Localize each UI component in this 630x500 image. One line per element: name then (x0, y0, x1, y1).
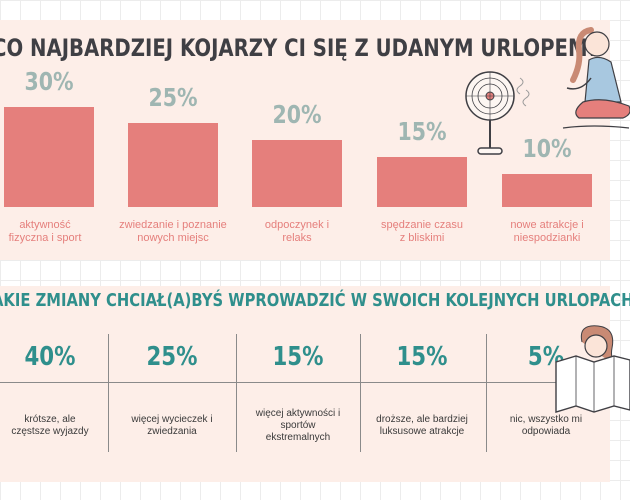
bar-value-label: 25% (148, 83, 198, 113)
bar-value-label: 15% (397, 116, 447, 146)
section2-title: akie zmiany chciał(a)byś wprowadzić w sw… (0, 290, 630, 311)
table-value: 15% (396, 342, 448, 372)
bar (128, 123, 218, 207)
table-label: nic, wszystko mi odpowiada (509, 414, 583, 437)
table-value: 40% (24, 342, 76, 372)
bar (502, 173, 592, 207)
table-value: 15% (272, 342, 324, 372)
table-column-divider (360, 334, 361, 452)
table-value: 25% (146, 342, 198, 372)
section2-panel (0, 286, 610, 482)
category-label: aktywność fizyczna i sport (8, 219, 82, 244)
bar-value-label: 10% (522, 133, 572, 163)
table-label: droższe, ale bardziej luksusowe atrakcje (376, 414, 468, 437)
bar (4, 106, 94, 207)
table-label: krótsze, ale częstsze wyjazdy (11, 414, 89, 437)
table-column-divider (108, 334, 109, 452)
bar-value-label: 20% (272, 100, 322, 129)
table-horizontal-rule (0, 382, 605, 383)
category-label: zwiedzanie i poznanie nowych miejsc (119, 219, 227, 244)
table-label: więcej wycieczek i zwiedzania (131, 414, 213, 437)
section1-title: Co najbardziej kojarzy ci się z udanym u… (0, 34, 599, 62)
bar (377, 156, 467, 207)
table-column-divider (486, 334, 487, 452)
woman-sitting-illustration (562, 27, 630, 129)
category-label: odpoczynek i relaks (264, 219, 330, 244)
category-label: nowe atrakcje i niespodzianki (510, 219, 584, 244)
category-label: spędzanie czasu z bliskimi (381, 219, 463, 244)
bar-value-label: 30% (24, 66, 74, 96)
table-label: więcej aktywności i sportów ekstremalnyc… (255, 408, 341, 443)
table-column-divider (236, 334, 237, 452)
bar (252, 140, 342, 207)
fan-illustration (465, 71, 530, 155)
woman-with-map-illustration (555, 325, 630, 413)
